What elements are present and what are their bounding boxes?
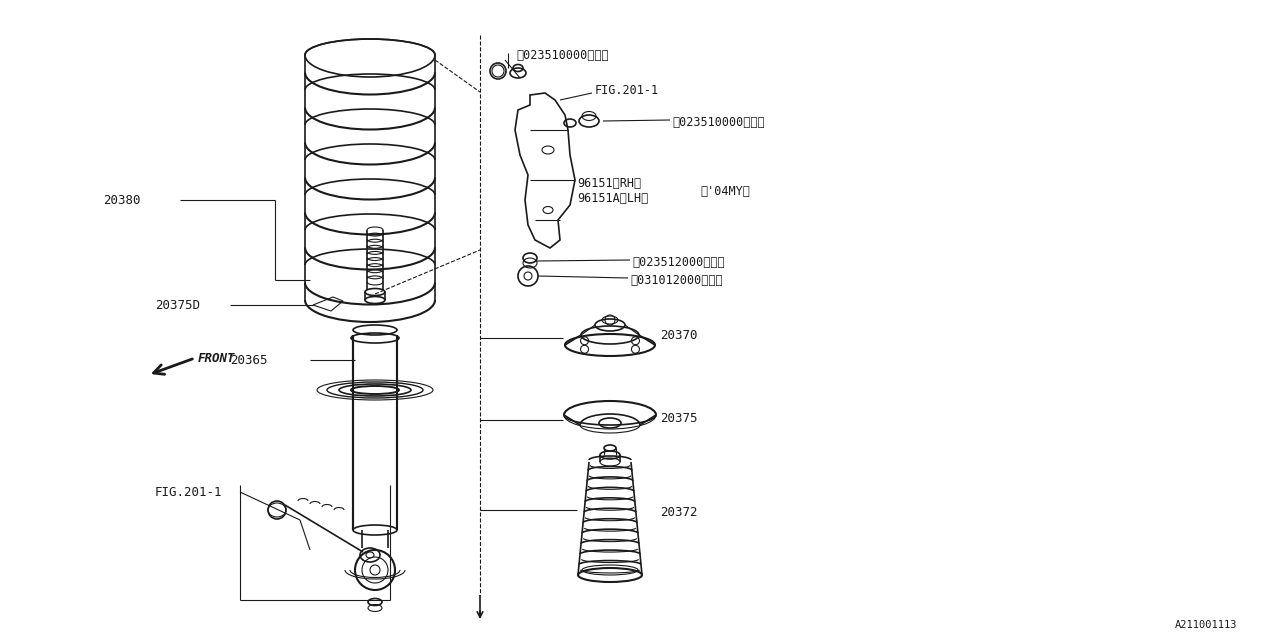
Text: FIG.201-1: FIG.201-1 (155, 486, 223, 499)
Text: 20370: 20370 (660, 328, 698, 342)
Text: 20375D: 20375D (155, 298, 200, 312)
Text: A211001113: A211001113 (1175, 620, 1238, 630)
Text: 20380: 20380 (102, 193, 141, 207)
Text: 20375: 20375 (660, 412, 698, 424)
Text: 96151A〈LH〉: 96151A〈LH〉 (577, 191, 648, 205)
Text: Ⓝ023510000（２）: Ⓝ023510000（２） (672, 115, 764, 129)
Text: Ⓦ031012000（１）: Ⓦ031012000（１） (630, 273, 723, 287)
Text: 96151〈RH〉: 96151〈RH〉 (577, 177, 641, 189)
Text: FRONT: FRONT (198, 351, 236, 365)
Text: Ⓝ023510000（４）: Ⓝ023510000（４） (516, 49, 608, 61)
Text: FIG.201-1: FIG.201-1 (595, 83, 659, 97)
Text: Ⓝ023512000（１）: Ⓝ023512000（１） (632, 255, 724, 269)
Text: 20372: 20372 (660, 506, 698, 518)
Text: －'04MY〉: －'04MY〉 (700, 184, 750, 198)
Text: 20365: 20365 (230, 353, 268, 367)
